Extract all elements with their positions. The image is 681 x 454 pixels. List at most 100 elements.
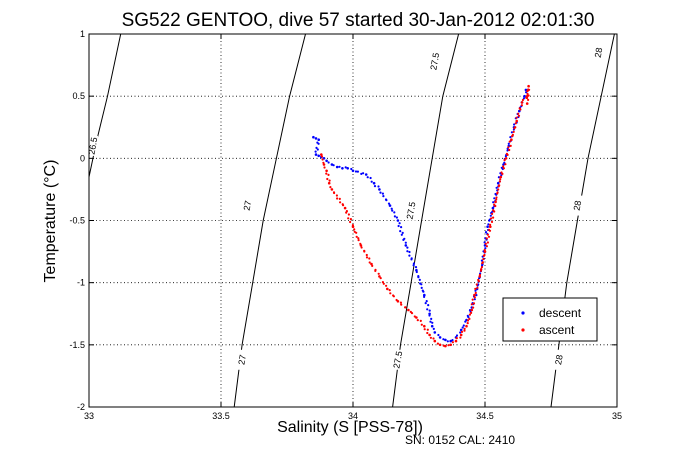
point-descent — [431, 321, 434, 324]
contour-label: 28 — [572, 200, 584, 212]
point-ascent — [514, 122, 517, 125]
point-descent — [423, 295, 426, 298]
point-descent — [420, 283, 423, 286]
point-ascent — [351, 225, 355, 228]
point-ascent — [460, 330, 464, 333]
point-ascent — [490, 220, 494, 223]
point-ascent — [327, 173, 330, 176]
point-descent — [415, 270, 418, 274]
contour-label: 27.5 — [405, 201, 418, 220]
point-ascent — [326, 177, 329, 181]
point-ascent — [330, 188, 334, 191]
point-descent — [354, 170, 358, 173]
point-descent — [446, 340, 449, 343]
point-ascent — [454, 339, 458, 343]
point-ascent — [385, 284, 388, 287]
point-ascent — [432, 337, 435, 340]
point-ascent — [463, 329, 466, 332]
point-descent — [315, 146, 318, 149]
point-descent — [391, 209, 394, 212]
point-descent — [492, 201, 495, 204]
point-descent — [325, 159, 328, 163]
point-descent — [522, 97, 526, 100]
point-ascent — [447, 344, 450, 347]
point-ascent — [400, 303, 403, 306]
point-ascent — [468, 313, 471, 316]
contour-label: 27.5 — [391, 350, 404, 369]
point-descent — [475, 294, 478, 297]
point-descent — [509, 136, 512, 139]
density-contours: 26.5 27 27.5 28 27 27.5 28 27.5 28 — [87, 33, 615, 408]
point-ascent — [527, 94, 530, 97]
point-ascent — [347, 217, 350, 220]
point-ascent — [508, 148, 511, 152]
point-descent — [408, 254, 411, 257]
contour-label-bg — [237, 349, 248, 370]
point-ascent — [349, 218, 352, 221]
point-ascent — [349, 220, 352, 224]
point-ascent — [484, 242, 487, 245]
point-ascent — [472, 302, 476, 305]
contour-label-bg — [553, 349, 564, 370]
point-ascent — [483, 248, 486, 252]
point-ascent — [515, 119, 518, 123]
point-ascent — [470, 303, 473, 306]
contour-label: 28 — [593, 47, 605, 59]
point-ascent — [320, 153, 323, 156]
contour-label-bg — [429, 51, 440, 72]
point-descent — [484, 247, 487, 250]
point-ascent — [325, 169, 328, 173]
point-ascent — [365, 253, 368, 257]
point-ascent — [526, 92, 529, 95]
point-descent — [370, 180, 373, 183]
point-ascent — [404, 306, 407, 309]
point-descent — [494, 192, 497, 196]
point-ascent — [357, 239, 360, 242]
point-descent — [484, 231, 488, 234]
point-ascent — [374, 269, 377, 272]
point-ascent — [498, 180, 501, 183]
series-ascent — [320, 84, 531, 348]
point-descent — [314, 153, 318, 156]
point-ascent — [355, 235, 358, 238]
legend-label-ascent: ascent — [539, 323, 575, 337]
point-ascent — [525, 96, 529, 100]
point-descent — [506, 149, 509, 152]
point-descent — [468, 309, 472, 312]
point-ascent — [487, 235, 491, 238]
point-descent — [422, 290, 425, 293]
point-descent — [513, 123, 516, 126]
point-ascent — [465, 324, 468, 328]
point-ascent — [388, 289, 391, 292]
point-descent — [480, 259, 483, 262]
point-ascent — [473, 293, 476, 297]
footer-serial: SN: 0152 CAL: 2410 — [405, 433, 515, 447]
point-descent — [406, 250, 409, 253]
chart-title: SG522 GENTOO, dive 57 started 30-Jan-201… — [122, 10, 595, 31]
point-descent — [316, 148, 319, 151]
point-ascent — [426, 328, 429, 331]
point-ascent — [333, 191, 336, 195]
point-descent — [400, 226, 403, 229]
point-ascent — [399, 301, 402, 304]
point-descent — [459, 331, 462, 334]
point-ascent — [470, 308, 474, 312]
contour-label: 27 — [242, 200, 254, 212]
point-ascent — [470, 311, 473, 314]
point-ascent — [466, 319, 470, 322]
point-ascent — [518, 107, 521, 110]
point-ascent — [494, 200, 497, 204]
point-ascent — [343, 206, 347, 210]
point-descent — [388, 204, 392, 207]
point-descent — [497, 176, 500, 179]
contour-label-bg — [572, 195, 583, 216]
point-descent — [432, 327, 435, 330]
contour-label: 28 — [553, 354, 565, 366]
point-descent — [373, 185, 377, 188]
point-descent — [369, 176, 372, 180]
contour-label-bg — [392, 349, 403, 370]
point-descent — [428, 309, 431, 312]
point-descent — [424, 302, 427, 305]
contour-label: 27.5 — [428, 52, 441, 71]
point-ascent — [363, 250, 366, 253]
